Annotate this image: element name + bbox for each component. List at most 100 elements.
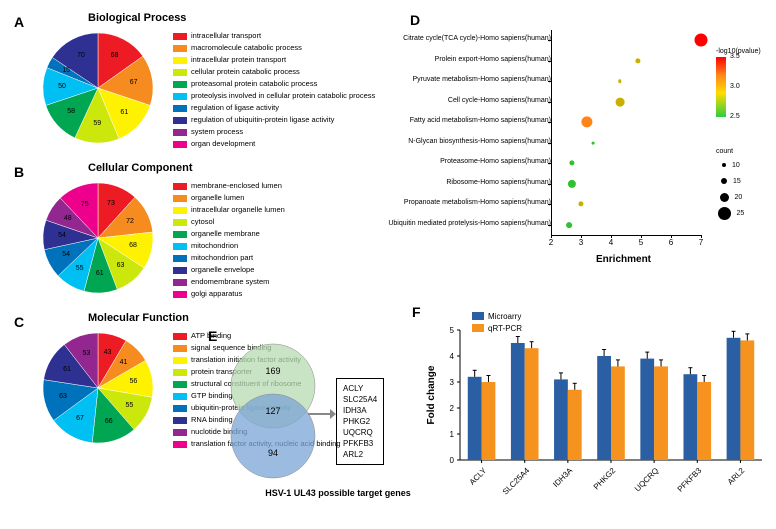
size-legend-dot — [722, 163, 726, 167]
x-tick: 4 — [605, 238, 617, 247]
legend-text: mitochondrion — [191, 241, 238, 250]
legend-swatch — [173, 405, 187, 412]
legend-swatch — [173, 219, 187, 226]
legend-item: intracellular transport — [173, 30, 375, 42]
legend-swatch — [173, 129, 187, 136]
color-tick: 3.0 — [730, 83, 740, 90]
legend-text: regulation of ligase activity — [191, 103, 279, 112]
pie-slice-value: 15 — [56, 67, 76, 74]
pie-slice-value: 73 — [101, 200, 121, 207]
svg-text:4: 4 — [450, 352, 455, 361]
venn-top-value: 169 — [258, 366, 288, 376]
legend-swatch — [173, 207, 187, 214]
pie-slice-value: 68 — [105, 52, 125, 59]
legend-swatch — [173, 267, 187, 274]
y-tick-label: Ribosome-Homo sapiens(human) — [381, 179, 551, 186]
size-legend-dot — [720, 193, 729, 202]
legend-swatch — [173, 57, 187, 64]
pie-slice-value: 59 — [87, 120, 107, 127]
y-tick-label: Fatty acid metabolism-Homo sapiens(human… — [381, 117, 551, 124]
legend-swatch — [173, 141, 187, 148]
pie-chart: 434156556667636153 — [38, 328, 158, 448]
size-legend-value: 10 — [732, 162, 740, 169]
panel-title: Molecular Function — [88, 312, 189, 324]
legend-item: cellular protein catabolic process — [173, 66, 375, 78]
bar — [654, 366, 668, 460]
legend-item: intracellular organelle lumen — [173, 204, 285, 216]
svg-text:0: 0 — [450, 456, 455, 465]
dot-point — [566, 222, 572, 228]
legend-text: endomembrane system — [191, 277, 269, 286]
legend-text: membrane-enclosed lumen — [191, 181, 282, 190]
legend-swatch — [173, 81, 187, 88]
bar-chart: 012345Fold changeACLYSLC25A4IDH3APHKG2UQ… — [422, 310, 772, 515]
gene-name: ARL2 — [343, 449, 377, 460]
panel-label: C — [14, 314, 24, 330]
bar — [568, 390, 582, 460]
color-legend: -log10(pvalue)2.53.03.5 — [716, 48, 761, 117]
size-legend: count10152025 — [716, 148, 744, 221]
legend-item: organ development — [173, 138, 375, 150]
legend-text: mitochondrion part — [191, 253, 253, 262]
legend-item: organelle lumen — [173, 192, 285, 204]
pie-slice-value: 50 — [52, 83, 72, 90]
size-legend-value: 15 — [733, 178, 741, 185]
bar — [640, 359, 654, 460]
legend-item: proteasomal protein catabolic process — [173, 78, 375, 90]
y-tick-label: Propanoate metabolism-Homo sapiens(human… — [381, 199, 551, 206]
legend-text: macromolecule catabolic process — [191, 43, 302, 52]
venn-overlap-value: 127 — [258, 406, 288, 416]
pie-slice-value: 63 — [111, 262, 131, 269]
legend-swatch — [173, 183, 187, 190]
bar — [554, 379, 568, 460]
panel-title: Cellular Component — [88, 162, 193, 174]
legend-swatch — [472, 324, 484, 332]
dot-point — [695, 34, 708, 47]
legend-item: golgi apparatus — [173, 288, 285, 300]
legend-item: organelle envelope — [173, 264, 285, 276]
legend-text: intracellular organelle lumen — [191, 205, 285, 214]
bar-legend: MicroarryqRT-PCR — [472, 310, 522, 334]
size-legend-dot — [718, 207, 731, 220]
gene-name: PHKG2 — [343, 416, 377, 427]
pie-slice-value: 67 — [124, 79, 144, 86]
legend-item: system process — [173, 126, 375, 138]
bar — [511, 343, 525, 460]
legend-swatch — [472, 312, 484, 320]
svg-text:Fold change: Fold change — [426, 365, 437, 424]
x-axis-label: Enrichment — [596, 254, 651, 265]
y-tick-label: Pyruvate metabolism-Homo sapiens(human) — [381, 76, 551, 83]
legend-swatch — [173, 345, 187, 352]
x-tick: 5 — [635, 238, 647, 247]
legend-item: regulation of ubiquitin-protein ligase a… — [173, 114, 375, 126]
legend-swatch — [173, 117, 187, 124]
pie-slice-value: 61 — [90, 270, 110, 277]
gene-name: ACLY — [343, 383, 377, 394]
legend-item: macromolecule catabolic process — [173, 42, 375, 54]
legend-swatch — [173, 243, 187, 250]
legend-swatch — [173, 195, 187, 202]
legend-item: endomembrane system — [173, 276, 285, 288]
pie-slice-value: 58 — [61, 108, 81, 115]
legend-text: organelle envelope — [191, 265, 254, 274]
size-legend-title: count — [716, 148, 744, 155]
gene-name: UQCRQ — [343, 427, 377, 438]
y-tick-label: Ubiquitin mediated protelysis-Homo sapie… — [381, 220, 551, 227]
legend-text: cytosol — [191, 217, 214, 226]
legend-text: cellular protein catabolic process — [191, 67, 300, 76]
venn-diagram: 16912794ACLYSLC25A4IDH3APHKG2UQCRQPFKFB3… — [208, 336, 418, 516]
pie-legend: membrane-enclosed lumen organelle lumen in… — [173, 180, 285, 300]
legend-text: organelle lumen — [191, 193, 244, 202]
size-legend-value: 20 — [735, 194, 743, 201]
pie-slice-value: 43 — [98, 349, 118, 356]
bar — [697, 382, 711, 460]
bar — [482, 382, 496, 460]
bar — [597, 356, 611, 460]
x-tick: 7 — [695, 238, 707, 247]
pie-slice-value: 55 — [70, 265, 90, 272]
legend-swatch — [173, 33, 187, 40]
svg-text:5: 5 — [450, 326, 455, 335]
svg-text:3: 3 — [450, 378, 455, 387]
color-tick: 3.5 — [730, 53, 740, 60]
legend-item: membrane-enclosed lumen — [173, 180, 285, 192]
